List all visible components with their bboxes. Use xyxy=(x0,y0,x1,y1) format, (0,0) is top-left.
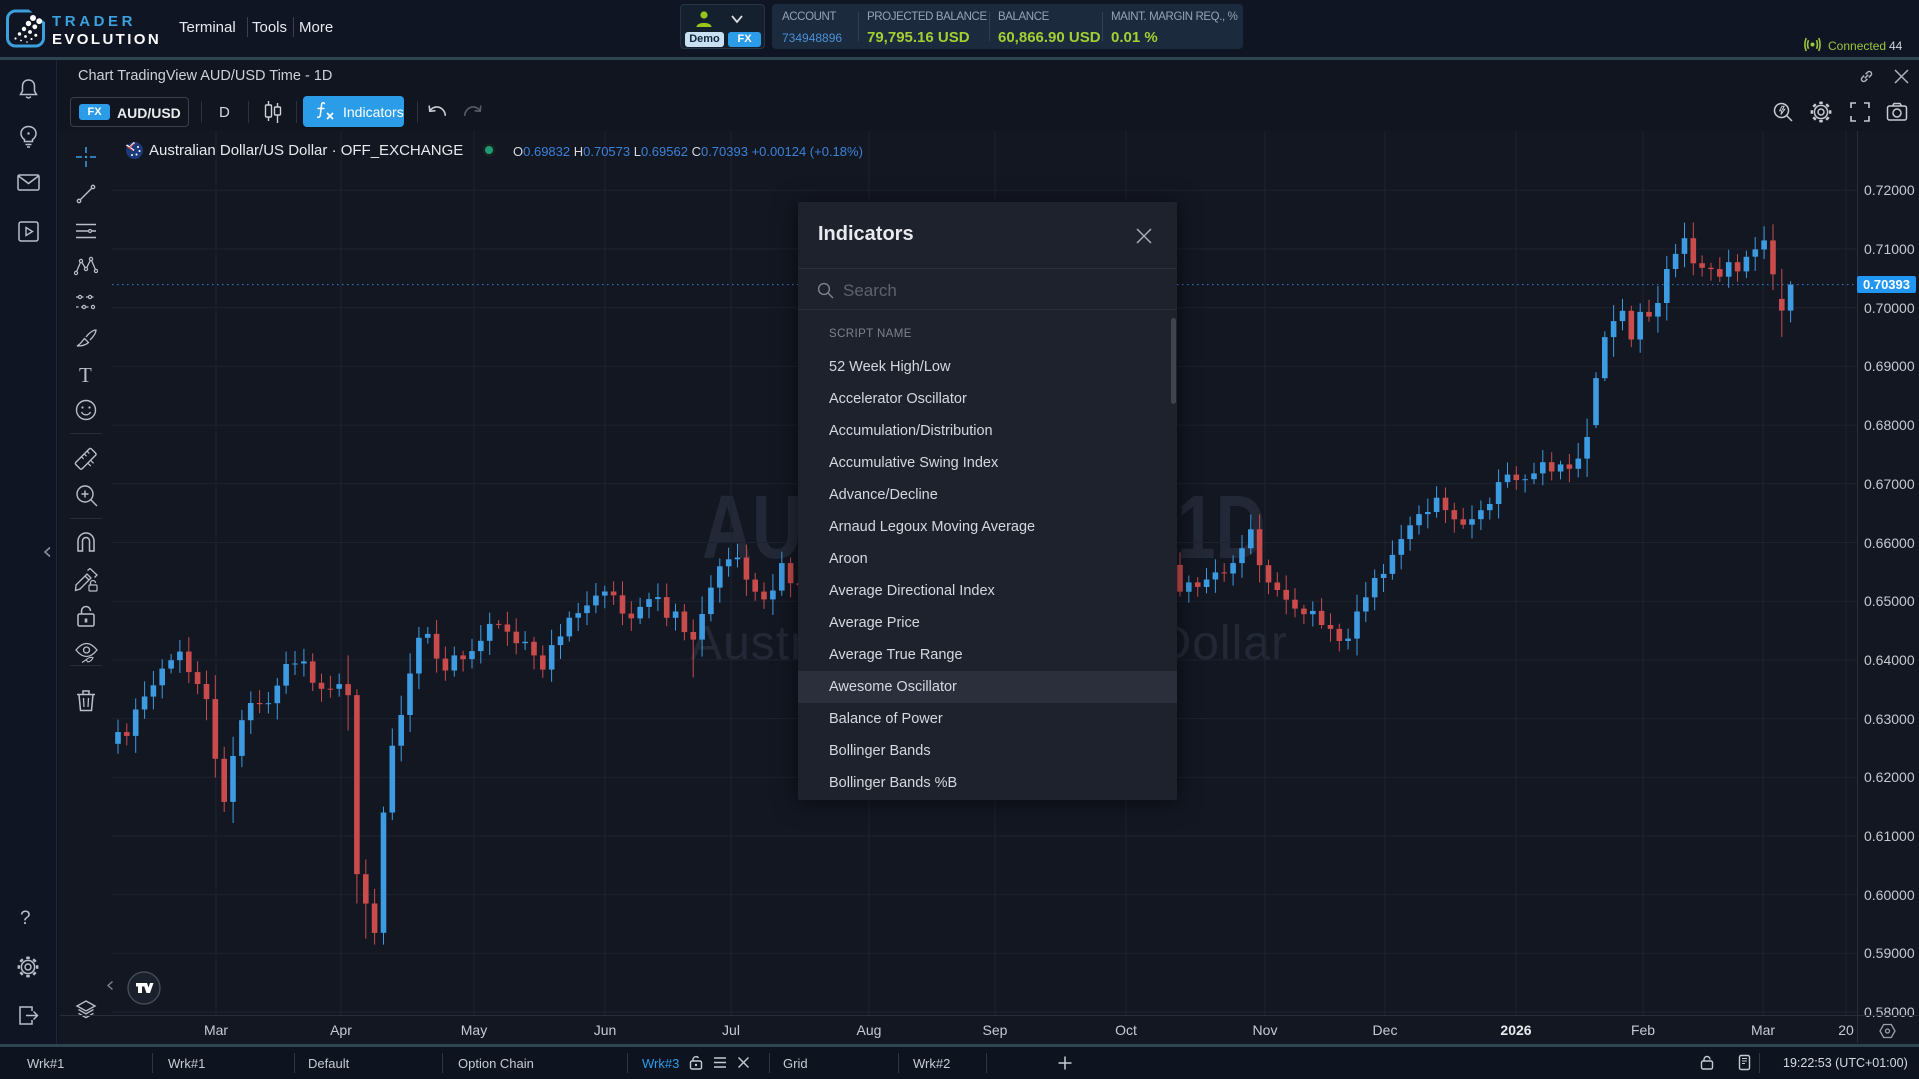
svg-text:TRADER: TRADER xyxy=(52,13,136,30)
svg-text:EVOLUTION: EVOLUTION xyxy=(52,31,161,48)
